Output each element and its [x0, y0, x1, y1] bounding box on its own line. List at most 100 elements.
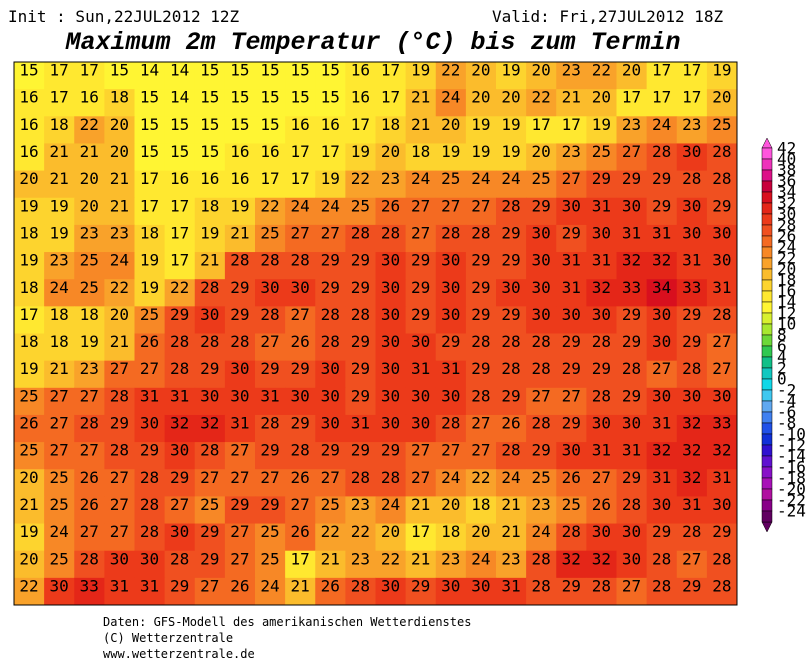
temperature-cell [194, 414, 226, 443]
temperature-value: 21 [411, 495, 430, 514]
temperature-cell [646, 387, 678, 416]
temperature-value: 29 [501, 251, 520, 270]
colorbar-box [761, 268, 773, 281]
colorbar-label: -10 [777, 425, 806, 444]
colorbar-bottom-arrow [761, 521, 773, 533]
temperature-cell [375, 387, 407, 416]
temperature-cell [315, 550, 346, 579]
temperature-cell [224, 89, 256, 117]
temperature-value: 27 [411, 468, 430, 487]
temperature-value: 30 [140, 414, 159, 433]
temperature-value: 21 [501, 495, 520, 514]
temperature-value: 27 [291, 305, 310, 324]
temperature-cell [465, 387, 497, 416]
temperature-value: 27 [110, 495, 129, 514]
temperature-cell [556, 224, 587, 253]
temperature-cell [526, 496, 557, 525]
temperature-value: 17 [291, 549, 310, 568]
temperature-cell [104, 469, 135, 497]
temperature-cell [526, 333, 557, 362]
temperature-cell [44, 252, 75, 280]
temperature-cell [164, 523, 196, 552]
temperature-cell [104, 143, 135, 172]
temperature-cell [194, 469, 226, 497]
temperature-cell [646, 89, 678, 117]
temperature-cell [164, 387, 196, 416]
temperature-value: 28 [260, 414, 279, 433]
temperature-cell [616, 197, 648, 226]
temperature-value: 27 [441, 196, 460, 215]
temperature-cell [74, 550, 105, 579]
temperature-cell [285, 387, 316, 416]
temperature-value: 31 [230, 414, 249, 433]
temperature-cell [706, 224, 738, 253]
temperature-value: 29 [471, 359, 490, 378]
temperature-value: 30 [321, 386, 340, 405]
temperature-value: 28 [622, 359, 641, 378]
temperature-value: 19 [351, 142, 370, 161]
temperature-value: 30 [622, 414, 641, 433]
temperature-cell [586, 360, 617, 389]
temperature-value: 22 [351, 169, 370, 188]
temperature-value: 29 [501, 305, 520, 324]
temperature-value: 28 [712, 169, 731, 188]
colorbar-label: -8 [777, 414, 796, 433]
temperature-cell [405, 306, 437, 334]
temperature-cell [616, 252, 648, 280]
temperature-value: 27 [532, 386, 551, 405]
temperature-value: 16 [351, 88, 370, 107]
temperature-cell [134, 170, 166, 199]
temperature-cell [556, 550, 587, 579]
temperature-cell [405, 170, 437, 199]
temperature-cell [465, 496, 497, 525]
temperature-cell [556, 442, 587, 470]
temperature-value: 17 [682, 88, 701, 107]
temperature-cell [676, 170, 708, 199]
temperature-value: 27 [471, 414, 490, 433]
temperature-cell [586, 469, 617, 497]
temperature-value: 28 [712, 576, 731, 595]
temperature-cell [134, 577, 166, 606]
temperature-value: 17 [291, 169, 310, 188]
temperature-value: 22 [532, 88, 551, 107]
temperature-value: 15 [321, 88, 340, 107]
colorbar: 424038363432302826242220181614121086420-… [761, 137, 806, 533]
temperature-value: 24 [321, 196, 340, 215]
temperature-cell [104, 414, 135, 443]
temperature-value: 31 [562, 278, 581, 297]
temperature-value: 18 [50, 115, 69, 134]
temperature-value: 18 [19, 332, 38, 351]
temperature-cell [315, 279, 346, 307]
temperature-cell [255, 224, 286, 253]
temperature-value: 21 [230, 223, 249, 242]
temperature-value: 33 [682, 278, 701, 297]
map-title: Maximum 2m Temperatur (°C) bis zum Termi… [64, 28, 680, 57]
temperature-cell [646, 170, 678, 199]
temperature-value: 29 [532, 441, 551, 460]
temperature-value: 28 [80, 549, 99, 568]
temperature-value: 19 [471, 142, 490, 161]
temperature-value: 31 [501, 576, 520, 595]
temperature-value: 30 [170, 441, 189, 460]
temperature-value: 25 [80, 278, 99, 297]
temperature-value: 29 [230, 305, 249, 324]
temperature-value: 31 [170, 386, 189, 405]
temperature-cell [526, 89, 557, 117]
temperature-value: 29 [260, 441, 279, 460]
temperature-cell [586, 387, 617, 416]
temperature-cell [224, 116, 256, 144]
temperature-cell [194, 550, 226, 579]
temperature-value: 17 [140, 196, 159, 215]
temperature-cell [556, 89, 587, 117]
temperature-cell [345, 333, 376, 362]
colorbar-box [761, 477, 773, 490]
temperature-cell [44, 170, 75, 199]
temperature-cell [164, 442, 196, 470]
temperature-cell [134, 387, 166, 416]
temperature-cell [164, 550, 196, 579]
temperature-cell [315, 252, 346, 280]
temperature-cell [345, 306, 376, 334]
temperature-value: 29 [592, 169, 611, 188]
temperature-cell [104, 224, 135, 253]
temperature-value: 23 [110, 223, 129, 242]
